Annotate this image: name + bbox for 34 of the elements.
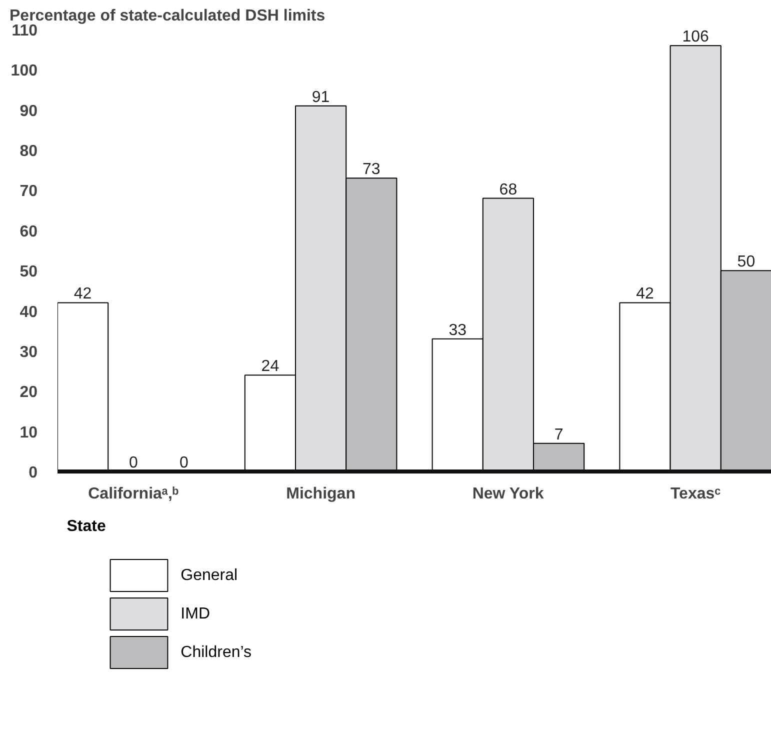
- y-tick-label: 70: [20, 183, 38, 200]
- legend-label: Children’s: [180, 644, 252, 661]
- x-tick-label: Michigan: [286, 486, 356, 502]
- y-tick-label: 50: [20, 264, 38, 281]
- data-label: 33: [448, 322, 467, 339]
- data-label: 0: [128, 454, 138, 472]
- y-tick-label: 30: [20, 344, 38, 361]
- data-label: 68: [499, 181, 518, 198]
- data-label: 42: [636, 286, 654, 303]
- y-tick-label: 0: [28, 464, 38, 482]
- bar: [58, 302, 109, 472]
- x-tick-label: New York: [472, 486, 544, 502]
- y-tick-label: 110: [12, 22, 38, 40]
- y-tick-label: 90: [20, 102, 38, 120]
- y-axis-title: Percentage of state-calculated DSH limits: [10, 8, 326, 24]
- data-label: 7: [554, 426, 564, 444]
- y-tick-label: 100: [10, 62, 38, 80]
- y-tick-label: 80: [20, 143, 38, 160]
- data-label: 91: [312, 88, 330, 106]
- legend-label: General: [180, 567, 238, 584]
- y-tick-label: 40: [20, 304, 38, 321]
- data-label: 0: [180, 454, 189, 472]
- x-axis-title: State: [66, 518, 106, 535]
- data-label: 42: [74, 286, 92, 303]
- data-label: 24: [261, 358, 280, 376]
- data-label: 73: [362, 161, 380, 178]
- y-tick-label: 20: [20, 384, 38, 402]
- y-tick-label: 60: [20, 223, 38, 240]
- data-label: 50: [737, 254, 756, 271]
- data-label: 106: [682, 28, 710, 46]
- y-tick-label: 10: [20, 424, 38, 442]
- x-tick-label: Californiaᵃ,ᵇ: [88, 486, 179, 502]
- legend-label: IMD: [180, 606, 210, 622]
- x-tick-label: Texasᶜ: [670, 486, 721, 502]
